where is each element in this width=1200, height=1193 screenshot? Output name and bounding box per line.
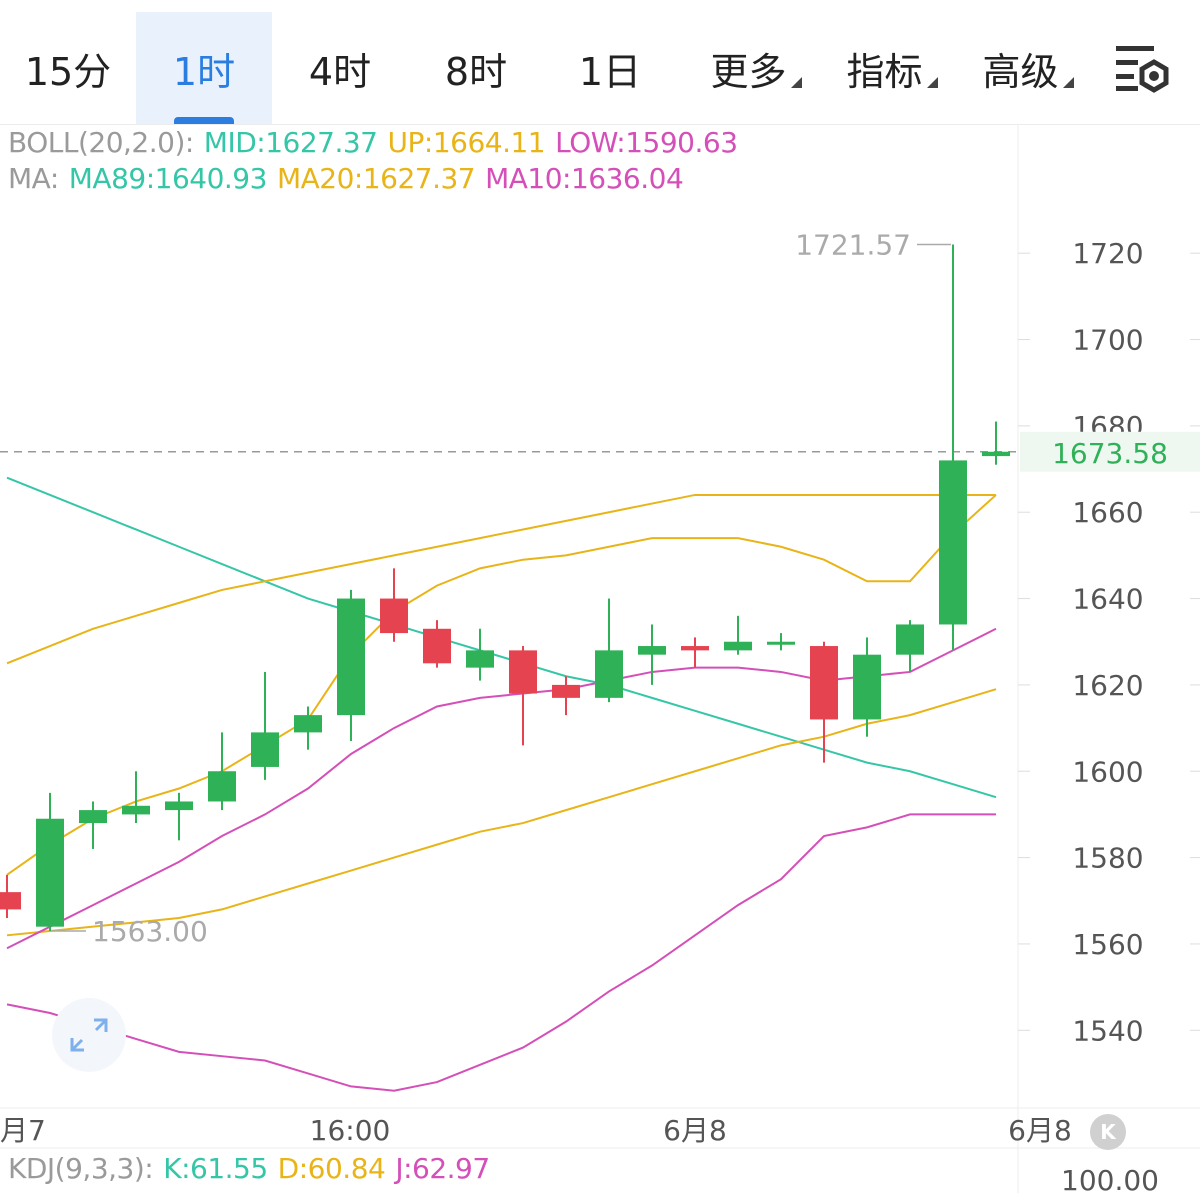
ma89-value: MA89:1640.93 [68, 162, 268, 195]
ma10-value: MA10:1636.04 [485, 162, 684, 195]
series-line-ma20 [6, 688, 997, 937]
tab-more[interactable]: 更多 [700, 12, 812, 124]
tab-label: 8时 [444, 49, 508, 94]
chart-settings-icon[interactable] [1112, 40, 1172, 94]
price-tick-label: 1580 [1072, 842, 1143, 875]
kdj-axis-label: 100.00 [1061, 1164, 1159, 1193]
period-tab-bar: 15分 1时 4时 8时 1日 更多 指标 高级 [0, 0, 1200, 124]
series-line-low [6, 813, 996, 1092]
candle-body [466, 650, 494, 668]
candle-body [853, 654, 881, 720]
price-tick-label: 1660 [1072, 496, 1143, 529]
kdj-k: K:61.55 [163, 1152, 268, 1185]
candle-body [79, 810, 107, 824]
tab-label: 指标 [846, 49, 923, 94]
candle-body [165, 801, 193, 811]
candle-body [595, 650, 623, 698]
candle-body [896, 624, 924, 655]
price-tick-label: 1600 [1072, 755, 1143, 788]
candle-body [681, 646, 709, 651]
tab-8hour[interactable]: 8时 [418, 12, 534, 124]
tab-label: 更多 [710, 49, 787, 94]
candle-body [939, 460, 967, 625]
kdj-indicator-legend: KDJ(9,3,3): K:61.55 D:60.84 J:62.97 [8, 1152, 500, 1185]
kdj-d: D:60.84 [277, 1152, 386, 1185]
price-tick-label: 1700 [1072, 324, 1143, 357]
candle-body [810, 646, 838, 720]
low-price-label: 1563.00 [92, 915, 208, 948]
boll-mid: MID:1627.37 [203, 126, 378, 159]
time-axis-label: 16:00 [310, 1114, 391, 1147]
series-line-ma10 [6, 627, 997, 950]
tab-label: 1日 [578, 49, 642, 94]
series-line-ma89 [6, 476, 997, 799]
dropdown-caret-icon [926, 77, 938, 88]
high-price-label: 1721.57 [795, 229, 911, 262]
kline-badge-icon[interactable]: K [1090, 1114, 1126, 1150]
candle-body [36, 818, 64, 927]
candle-body [982, 451, 1010, 457]
candle-body [251, 732, 279, 767]
price-tick-label: 1540 [1072, 1014, 1143, 1047]
candle-body [423, 628, 451, 664]
candle-body [337, 598, 365, 716]
candle-body [724, 641, 752, 651]
time-axis-label: 6月8 [663, 1114, 727, 1147]
candle-body [638, 646, 666, 655]
tab-indicators[interactable]: 指标 [836, 12, 948, 124]
boll-name: BOLL(20,2.0): [8, 126, 194, 159]
current-price-tag [1020, 431, 1200, 472]
time-axis-label: 6月8 [1008, 1114, 1072, 1147]
candle-body [767, 641, 795, 645]
candle-body [380, 598, 408, 634]
boll-low: LOW:1590.63 [555, 126, 738, 159]
tab-15min[interactable]: 15分 [10, 12, 126, 124]
candle-body [294, 715, 322, 733]
candle-body [208, 771, 236, 802]
candle-body [0, 892, 21, 910]
active-tab-indicator [174, 117, 234, 124]
series-line-mid [6, 494, 997, 876]
time-axis-label: 月7 [0, 1114, 46, 1147]
tab-1day[interactable]: 1日 [552, 12, 668, 124]
dropdown-caret-icon [1062, 77, 1074, 88]
candle-body [509, 650, 537, 694]
price-tick-label: 1640 [1072, 583, 1143, 616]
dropdown-caret-icon [790, 77, 802, 88]
ma-name: MA: [8, 162, 59, 195]
tab-divider [0, 124, 1200, 125]
boll-indicator-legend: BOLL(20,2.0): MID:1627.37 UP:1664.11 LOW:15… [8, 126, 748, 159]
price-tick-label: 1560 [1072, 928, 1143, 961]
candle-body [122, 805, 150, 815]
ma20-value: MA20:1627.37 [276, 162, 476, 195]
tab-advanced[interactable]: 高级 [972, 12, 1084, 124]
expand-arrows-icon [70, 1018, 108, 1052]
tab-label: 4时 [308, 49, 372, 94]
price-tick-label: 1620 [1072, 669, 1143, 702]
fullscreen-button[interactable] [52, 998, 126, 1072]
tab-1hour[interactable]: 1时 [136, 12, 272, 124]
kdj-name: KDJ(9,3,3): [8, 1152, 154, 1185]
kdj-j: J:62.97 [395, 1152, 490, 1185]
tab-label: 15分 [24, 49, 112, 94]
series-line-up [6, 493, 996, 665]
tab-label: 高级 [982, 49, 1059, 94]
tab-label: 1时 [172, 49, 236, 94]
current-price-label: 1673.58 [1052, 437, 1168, 470]
boll-up: UP:1664.11 [387, 126, 546, 159]
candle-body [552, 684, 580, 698]
ma-indicator-legend: MA: MA89:1640.93 MA20:1627.37 MA10:1636.04 [8, 162, 693, 195]
price-tick-label: 1720 [1072, 237, 1143, 270]
tab-4hour[interactable]: 4时 [282, 12, 398, 124]
